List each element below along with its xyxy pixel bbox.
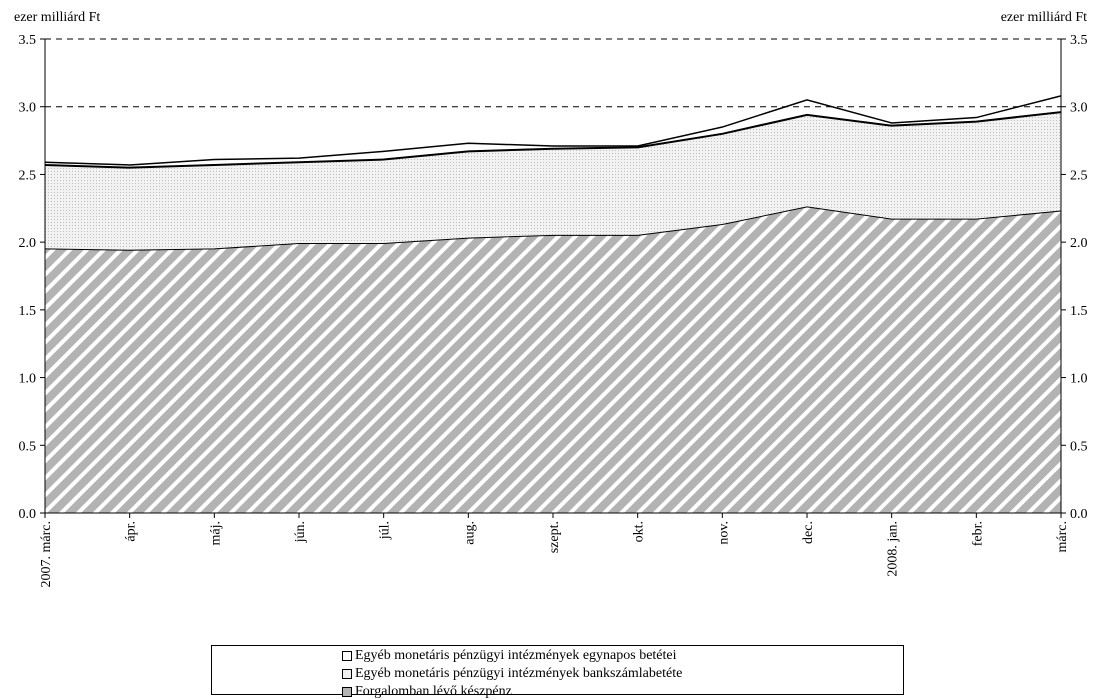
area-cash	[45, 206, 1061, 513]
y-tick-label-left: 3.5	[19, 33, 37, 48]
legend-item-current-account: Egyéb monetáris pénzügyi intézmények ban…	[342, 666, 682, 682]
x-tick-label: 2008. jan.	[886, 521, 901, 577]
y-tick-label-right: 0.5	[1070, 439, 1088, 454]
x-tick-label: 2007. márc.	[39, 521, 54, 587]
x-tick-label: aug.	[462, 521, 477, 545]
y-tick-label-right: 0.0	[1070, 507, 1088, 522]
legend-item-cash: Forgalomban lévő készpénz	[342, 684, 512, 700]
y-tick-label-right: 2.0	[1070, 236, 1088, 251]
y-tick-label-right: 3.0	[1070, 101, 1088, 116]
y-axis-unit-left: ezer milliárd Ft	[14, 10, 101, 25]
area-overnight-deposits	[45, 95, 1061, 168]
x-tick-label: szept.	[547, 521, 562, 553]
y-tick-label-left: 1.5	[19, 304, 37, 319]
legend-label: Forgalomban lévő készpénz	[355, 684, 512, 699]
legend-swatch-dotted	[342, 669, 352, 679]
y-tick-label-left: 0.0	[19, 507, 37, 522]
legend-swatch-hatched	[342, 687, 352, 697]
y-tick-label-left: 2.5	[19, 168, 37, 183]
legend-label: Egyéb monetáris pénzügyi intézmények egy…	[355, 648, 677, 663]
x-tick-label: dec.	[801, 521, 816, 544]
area-current-account	[45, 112, 1061, 251]
y-tick-label-right: 1.5	[1070, 304, 1088, 319]
y-tick-label-right: 1.0	[1070, 372, 1088, 387]
x-tick-label: márc.	[1055, 521, 1070, 552]
line-overnight-top	[44, 95, 1062, 166]
line-current-account-top	[44, 111, 1062, 169]
x-tick-label: nov.	[716, 521, 731, 545]
y-tick-label-left: 1.0	[19, 372, 37, 387]
legend: Egyéb monetáris pénzügyi intézmények egy…	[211, 645, 904, 699]
y-tick-label-left: 3.0	[19, 101, 37, 116]
x-tick-label: máj.	[208, 521, 223, 546]
stacked-area-chart: 0.0 0.0 0.5 0.5 1.0 1.0 1.5 1.5 2.0 2.0 2.5 2.5 3.0 3…	[19, 33, 1088, 587]
y-tick-label-left: 2.0	[19, 236, 37, 251]
x-tick-label: ápr.	[124, 521, 139, 542]
y-tick-label-right: 3.5	[1070, 33, 1088, 48]
y-axis-unit-right: ezer milliárd Ft	[1000, 10, 1087, 25]
legend-label: Egyéb monetáris pénzügyi intézmények ban…	[355, 666, 683, 681]
legend-swatch-white	[342, 651, 352, 661]
line-cash-top	[44, 206, 1062, 251]
y-tick-label-right: 2.5	[1070, 168, 1088, 183]
y-tick-label-left: 0.5	[19, 439, 37, 454]
x-tick-label: febr.	[970, 521, 985, 546]
legend-item-overnight-deposits: Egyéb monetáris pénzügyi intézmények egy…	[342, 648, 677, 664]
x-tick-label: okt.	[632, 521, 647, 542]
x-tick-label: jún.	[293, 521, 308, 543]
x-tick-label: júl.	[378, 521, 393, 540]
